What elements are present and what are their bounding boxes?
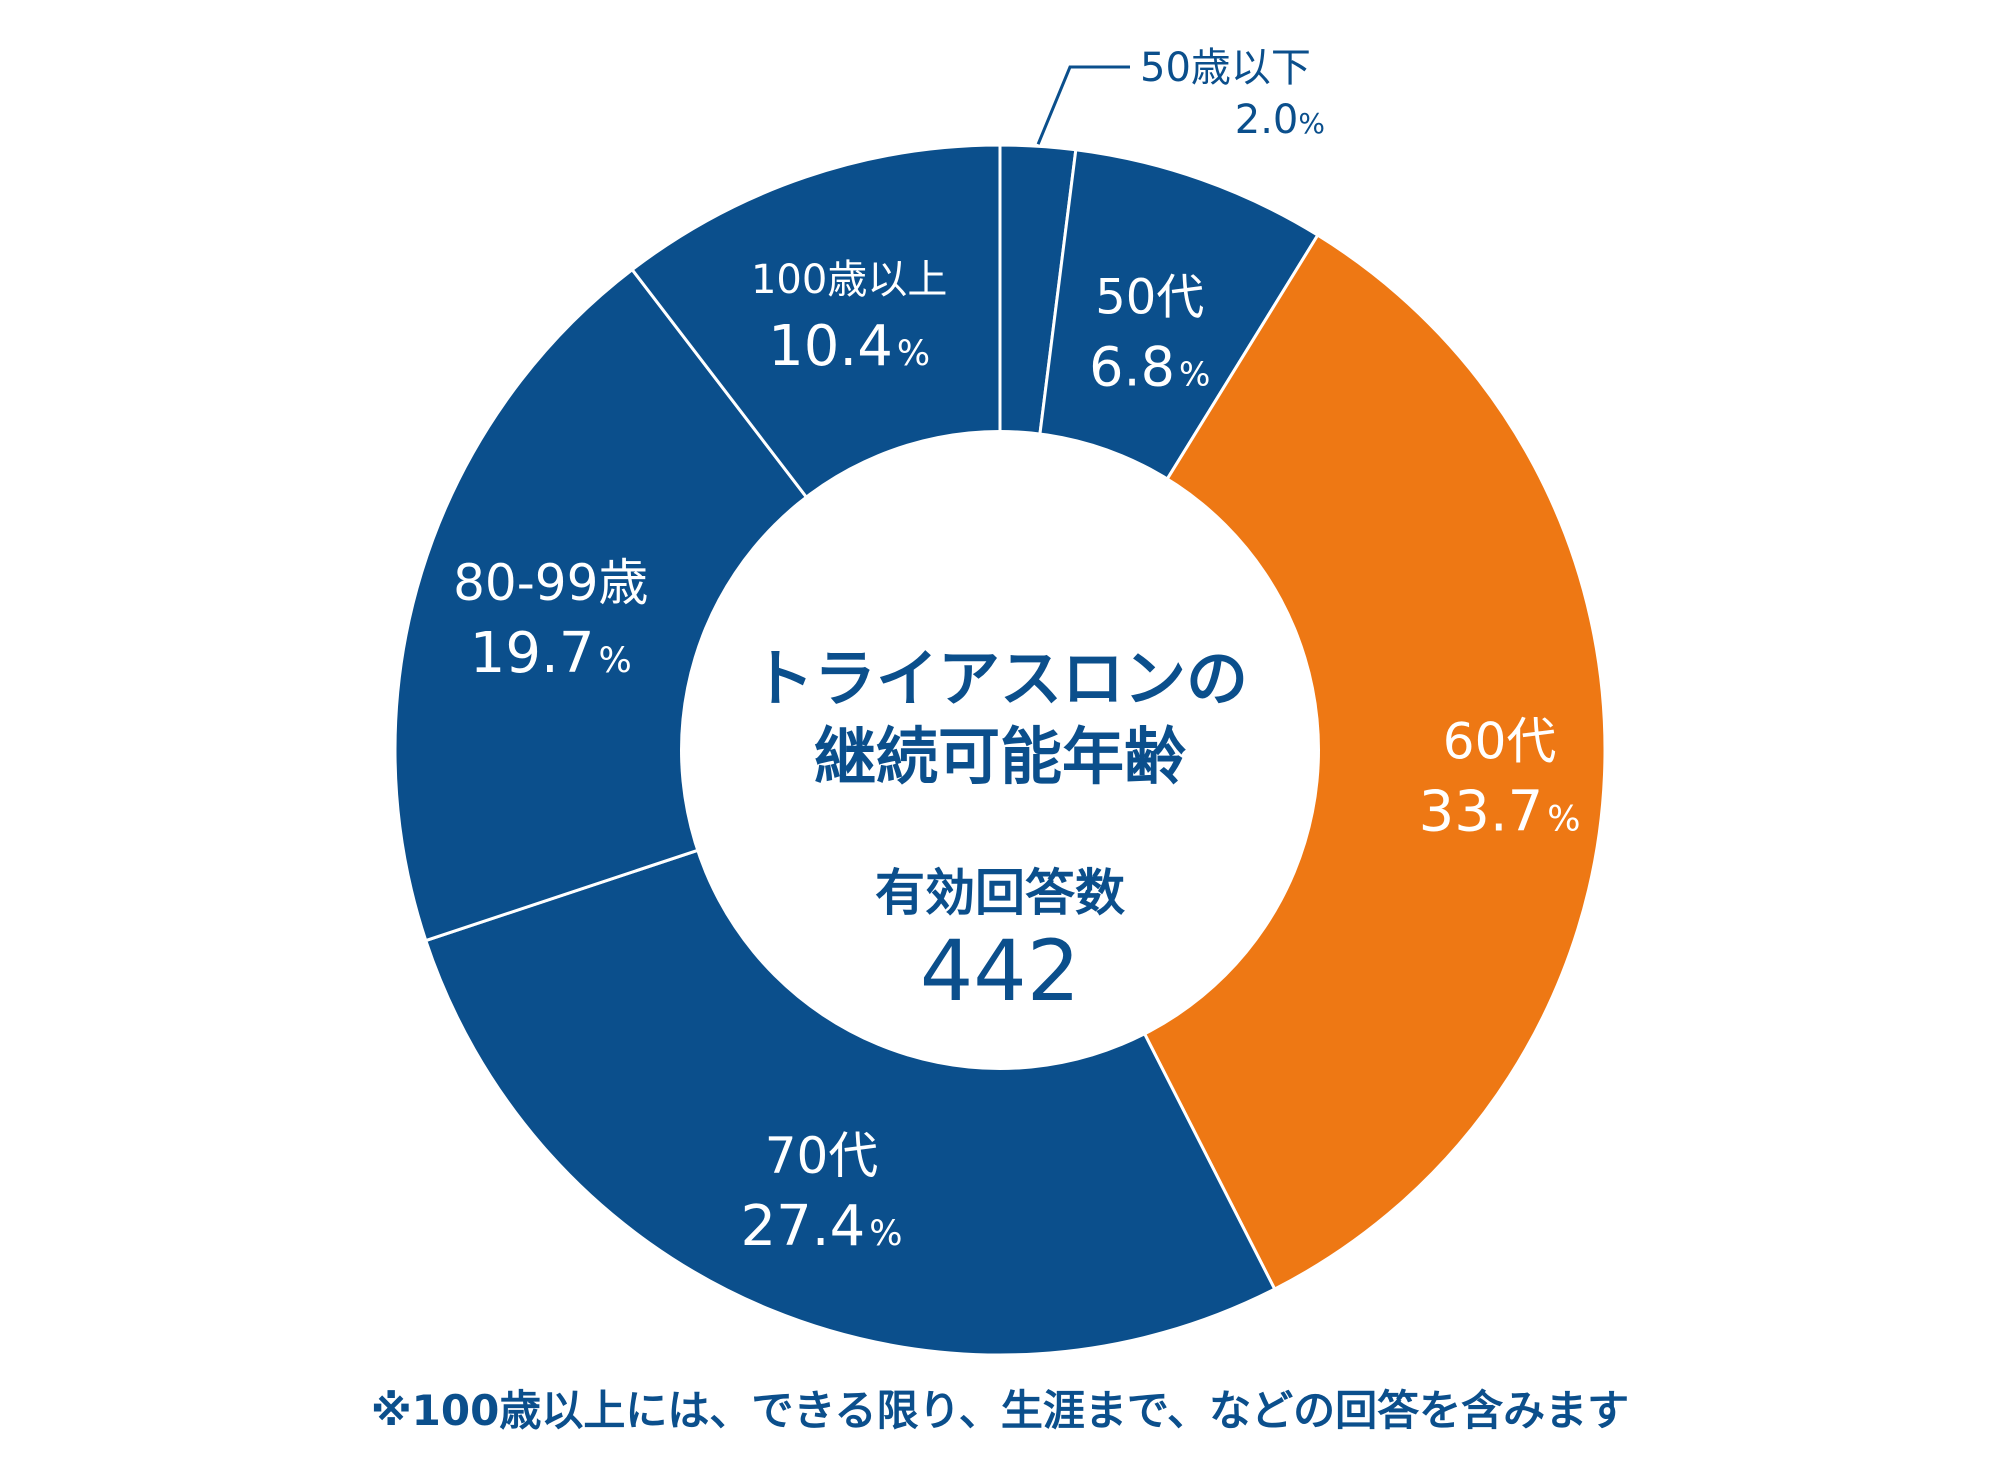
- slice-label-name: 50歳以下: [1140, 45, 1311, 91]
- donut-hole: [680, 430, 1320, 1070]
- slice-label-name: 100歳以上: [751, 257, 947, 303]
- slice-label-name: 80-99歳: [453, 554, 648, 612]
- footnote: ※100歳以上には、できる限り、生涯まで、などの回答を含みます: [371, 1386, 1629, 1435]
- center-response-count: 442: [920, 922, 1080, 1020]
- slice-label-value: 2.0%: [1235, 97, 1325, 143]
- center-title-line1: トライアスロンの: [752, 642, 1248, 715]
- slice-label-name: 70代: [765, 1127, 879, 1185]
- slice-label-name: 50代: [1095, 270, 1204, 326]
- leader-line: [1036, 65, 1130, 145]
- center-title-line2: 継続可能年齢: [814, 720, 1186, 793]
- center-subtitle: 有効回答数: [875, 864, 1125, 922]
- slice-label-name: 60代: [1443, 712, 1557, 770]
- small-slice-leader: [1036, 65, 1130, 145]
